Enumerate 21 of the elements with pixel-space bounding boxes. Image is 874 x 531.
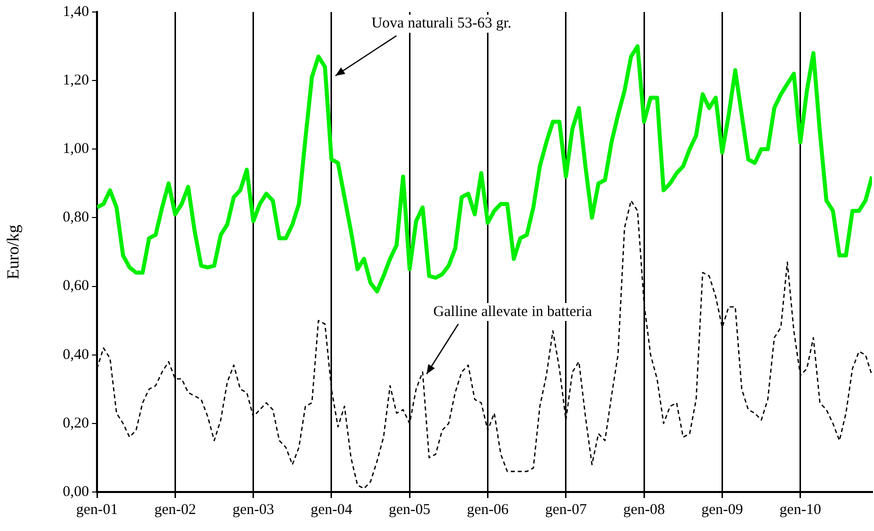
y-tick-label: 1,20 <box>62 72 89 89</box>
y-tick-label: 0,40 <box>62 346 89 363</box>
x-tick-label: gen-07 <box>545 502 588 518</box>
y-tick-label: 0,00 <box>62 484 89 500</box>
x-tick-label: gen-10 <box>780 502 822 518</box>
x-tick-label: gen-08 <box>623 502 665 518</box>
x-tick-label: gen-02 <box>154 502 196 518</box>
x-tick-label: gen-03 <box>232 502 274 518</box>
x-tick-label: gen-05 <box>388 502 430 518</box>
y-axis-title: Euro/kg <box>4 224 23 280</box>
y-tick-label: 0,60 <box>62 278 89 294</box>
x-tick-label: gen-04 <box>310 502 353 518</box>
x-tick-label: gen-01 <box>76 502 118 518</box>
y-tick-label: 0,80 <box>62 210 89 226</box>
x-tick-label: gen-06 <box>466 502 510 518</box>
x-tick-label: gen-09 <box>701 502 744 518</box>
annotation: Uova naturali 53-63 gr. <box>371 16 512 32</box>
y-tick-label: 0,20 <box>62 415 89 432</box>
y-tick-label: 1,00 <box>62 141 89 158</box>
annotation: Galline allevate in batteria <box>433 304 592 320</box>
y-tick-label: 1,40 <box>62 4 89 20</box>
